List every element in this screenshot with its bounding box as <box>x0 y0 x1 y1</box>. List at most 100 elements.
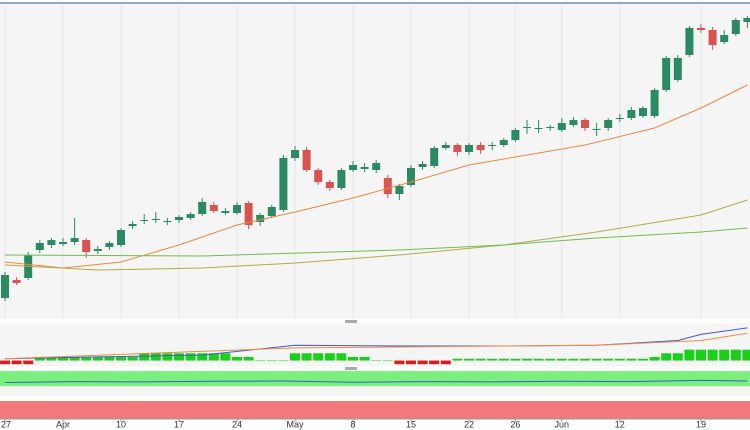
candle-body <box>511 130 520 140</box>
candle-body <box>175 217 183 220</box>
candle-body <box>198 202 207 214</box>
macd-bar <box>603 358 614 361</box>
macd-bar <box>696 349 706 361</box>
candle-body <box>349 165 357 170</box>
x-tick-label: 8 <box>350 419 355 429</box>
macd-bar <box>23 360 34 365</box>
macd-bar <box>359 356 370 361</box>
macd-bar <box>614 358 625 361</box>
macd-bar <box>266 360 277 362</box>
macd-bar <box>533 358 544 361</box>
macd-bar <box>440 360 451 365</box>
candle-body <box>1 275 9 298</box>
macd-bar <box>591 358 602 361</box>
candle-body <box>105 243 114 247</box>
candle-body <box>117 230 125 245</box>
x-tick-label: 22 <box>464 419 474 429</box>
rsi-line <box>4 379 748 383</box>
candle-body <box>685 28 694 55</box>
macd-bar <box>568 358 579 361</box>
x-tick-label: Apr <box>56 419 70 429</box>
candle-body <box>337 170 346 188</box>
macd-bar <box>232 356 242 361</box>
x-tick-label: 10 <box>116 419 126 429</box>
macd-bar <box>580 358 590 361</box>
candle-body <box>476 145 485 150</box>
candle-body <box>163 221 172 222</box>
x-tick-label: 26 <box>510 419 520 429</box>
macd-bar <box>243 356 254 361</box>
macd-bar <box>11 360 22 365</box>
candle-body <box>383 178 392 194</box>
macd-bar <box>545 358 556 361</box>
candle-body <box>47 240 56 245</box>
macd-bar <box>139 353 150 361</box>
macd-bar <box>672 353 683 361</box>
macd-bar <box>69 356 80 361</box>
macd-bar <box>452 358 463 361</box>
macd-bar <box>197 353 208 361</box>
macd-bar <box>185 353 196 361</box>
candle-body <box>731 20 740 34</box>
candle-body <box>233 205 241 213</box>
candle-body <box>557 123 566 130</box>
candle-body <box>418 164 427 167</box>
moving-average <box>4 84 748 269</box>
candle-body <box>615 118 624 119</box>
candle-body <box>534 128 543 129</box>
x-tick-label: 15 <box>406 419 416 429</box>
macd-bar <box>498 358 509 361</box>
candle-body <box>592 129 601 130</box>
macd-bar <box>92 356 103 361</box>
macd-bar <box>208 353 219 361</box>
moving-average <box>4 199 748 271</box>
macd-bar <box>394 360 405 365</box>
candle-body <box>604 120 613 128</box>
macd-bar <box>46 356 57 361</box>
candle-body <box>151 219 160 220</box>
macd-bar <box>150 353 161 361</box>
candle-body <box>325 182 334 188</box>
bottom-band <box>0 401 750 419</box>
x-tick-label: May <box>286 419 304 429</box>
macd-bar <box>429 360 440 365</box>
macd-bar <box>684 349 695 361</box>
candle-body <box>291 150 299 158</box>
candle-body <box>639 108 647 116</box>
rsi-band <box>0 371 750 387</box>
macd-bar <box>348 356 358 361</box>
x-tick-label: 17 <box>174 419 184 429</box>
moving-average <box>4 227 748 257</box>
macd-bar <box>626 358 637 361</box>
macd-bar <box>707 349 718 361</box>
macd-bar <box>336 353 347 361</box>
macd-bar <box>371 360 382 362</box>
x-tick-label: 24 <box>232 419 242 429</box>
candle-body <box>441 145 450 148</box>
macd-bar <box>556 358 567 361</box>
candle-body <box>35 243 44 250</box>
macd-bar <box>116 356 126 361</box>
candle-body <box>523 127 531 128</box>
candle-body <box>662 58 671 90</box>
candle-body <box>708 30 717 45</box>
candle-body <box>360 167 369 169</box>
panel-handle[interactable] <box>345 320 357 323</box>
candle-body <box>244 203 253 225</box>
candle-body <box>70 238 79 242</box>
candle-body <box>488 145 497 146</box>
candle-body <box>650 90 659 116</box>
macd-bar <box>742 349 750 361</box>
candle-body <box>209 205 218 211</box>
candle-body <box>267 207 276 216</box>
panel-handle[interactable] <box>345 367 357 370</box>
candle-body <box>221 211 230 213</box>
candle-body <box>256 215 265 222</box>
candle-body <box>673 58 682 80</box>
candle-body <box>720 35 729 42</box>
candle-body <box>279 158 288 210</box>
macd-bar <box>255 360 266 362</box>
macd-bar <box>464 358 474 361</box>
candle-body <box>465 145 473 152</box>
candle-body <box>627 110 636 118</box>
